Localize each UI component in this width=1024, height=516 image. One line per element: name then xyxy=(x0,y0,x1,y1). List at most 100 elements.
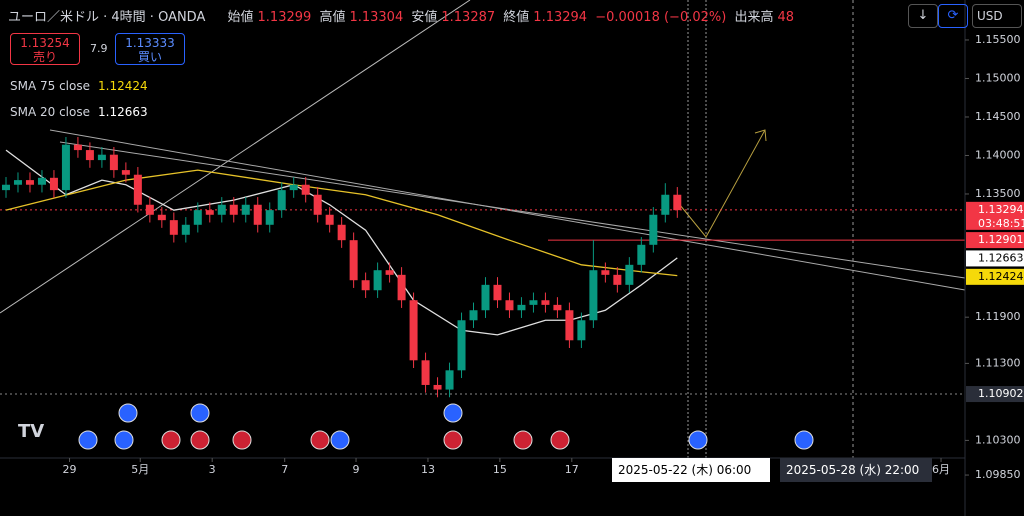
y-tick-label: 1.11900 xyxy=(975,310,1021,323)
candle-body xyxy=(493,284,502,301)
candle-body xyxy=(13,180,22,185)
x-tick-label: 13 xyxy=(421,463,435,476)
candle-body xyxy=(85,150,94,161)
label: 高値 xyxy=(319,10,346,25)
candle-body xyxy=(445,370,454,390)
header: ユーロ／米ドル · 4時間 · OANDA 始値 1.13299 高値 1.1330… xyxy=(8,6,798,25)
candle-body xyxy=(181,224,190,235)
candle-body xyxy=(145,204,154,215)
time-box: 2025-05-22 (木) 06:00 xyxy=(612,458,770,482)
x-tick-label: 7 xyxy=(281,463,288,476)
y-tick-label: 1.11300 xyxy=(975,356,1021,369)
price-tag-label: 1.10902 xyxy=(978,387,1024,400)
candle-body xyxy=(265,210,274,225)
candle-body xyxy=(469,310,478,321)
candle-body xyxy=(193,210,202,225)
price-tag xyxy=(966,201,1024,230)
candle-body xyxy=(121,170,130,175)
buy-button[interactable]: 1.13333 買い xyxy=(115,33,185,65)
price-tag-label: 1.12663 xyxy=(978,251,1024,264)
label: 終値 xyxy=(503,10,530,25)
indicator: SMA 20 close 1.12663 xyxy=(10,105,148,119)
value: 1.13287 xyxy=(441,10,496,25)
candle-body xyxy=(133,174,142,205)
x-tick-label: 15 xyxy=(493,463,507,476)
candle-body xyxy=(637,244,646,265)
candle-body xyxy=(241,204,250,215)
candle-body xyxy=(49,177,58,191)
candle-body xyxy=(409,300,418,361)
spread: 7.9 xyxy=(90,42,108,55)
price-tag-label: 1.13294 xyxy=(978,203,1024,216)
price-tag-label: 1.12901 xyxy=(978,233,1024,246)
candle-body xyxy=(25,180,34,185)
x-tick-label: 9 xyxy=(353,463,360,476)
value: 1.13304 xyxy=(349,10,404,25)
y-tick-label: 1.14000 xyxy=(975,148,1021,161)
x-tick-label: 5月 xyxy=(131,463,149,476)
candle-body xyxy=(541,300,550,305)
candle-body xyxy=(661,194,670,215)
candle-body xyxy=(373,270,382,291)
candle-body xyxy=(337,224,346,241)
candle-body xyxy=(217,204,226,215)
price-tag xyxy=(966,386,1024,403)
y-tick-label: 1.15500 xyxy=(975,33,1021,46)
candle-body xyxy=(385,270,394,275)
x-tick-label: 29 xyxy=(63,463,77,476)
candle-body xyxy=(505,300,514,311)
price: 1.13333 xyxy=(125,36,175,50)
candle-body xyxy=(481,284,490,311)
candle-body xyxy=(253,204,262,225)
candle-body xyxy=(397,274,406,301)
label: 出来高 xyxy=(734,10,774,25)
candle-body xyxy=(325,214,334,225)
candle-body xyxy=(313,194,322,215)
x-tick-label: 6月 xyxy=(932,463,950,476)
candle-body xyxy=(577,320,586,341)
value: 1.13299 xyxy=(257,10,312,25)
candle-body xyxy=(289,184,298,191)
currency[interactable]: USD xyxy=(972,4,1022,28)
symbol: ユーロ／米ドル · 4時間 · OANDA xyxy=(8,10,206,25)
candle-body xyxy=(349,240,358,281)
candle-body xyxy=(109,154,118,171)
candle-body xyxy=(169,220,178,235)
price-tag xyxy=(966,250,1024,267)
name: SMA 20 close xyxy=(10,105,90,119)
y-tick-label: 1.09850 xyxy=(975,468,1021,481)
candle-body xyxy=(301,184,310,195)
value: 1.12424 xyxy=(98,79,148,93)
projection-arrow xyxy=(679,129,766,238)
sell-button[interactable]: 1.13254 売り xyxy=(10,33,80,65)
label: 売り xyxy=(32,50,57,64)
candle-body xyxy=(673,194,682,211)
y-tick-label: 1.10300 xyxy=(975,433,1021,446)
candle-body xyxy=(37,177,46,185)
candle-body xyxy=(433,384,442,390)
arrow-head xyxy=(754,129,767,142)
candle-body xyxy=(97,154,106,161)
candle-body xyxy=(73,144,82,151)
candle-body xyxy=(565,310,574,341)
candle-body xyxy=(457,320,466,371)
candle-body xyxy=(553,304,562,311)
value: 1.13294 xyxy=(533,10,588,25)
label: 安値 xyxy=(411,10,438,25)
sma-line xyxy=(5,169,678,277)
candle-body xyxy=(613,274,622,285)
sync-button[interactable]: ⟳ xyxy=(938,4,968,28)
value: 1.12663 xyxy=(98,105,148,119)
candle-body xyxy=(421,360,430,385)
price-tag xyxy=(966,268,1024,285)
x-tick-label: 3 xyxy=(209,463,216,476)
label: 始値 xyxy=(227,10,254,25)
change: −0.00018 (−0.02%) xyxy=(595,10,727,25)
candle-body xyxy=(61,144,70,191)
candle-body xyxy=(517,304,526,311)
y-tick-label: 1.15000 xyxy=(975,71,1021,84)
down-button[interactable]: ↓ xyxy=(908,4,938,28)
value: 48 xyxy=(777,10,795,25)
candle-body xyxy=(649,214,658,245)
